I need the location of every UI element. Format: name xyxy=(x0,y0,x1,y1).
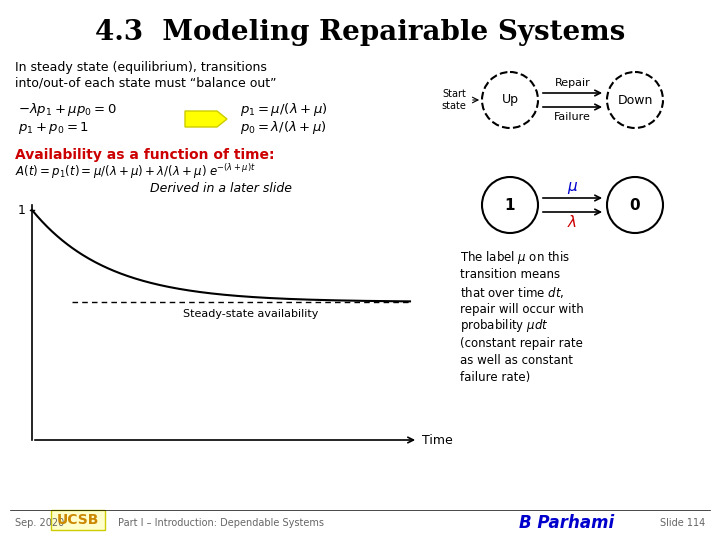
Text: Derived in a later slide: Derived in a later slide xyxy=(150,181,292,194)
Text: $A(t) = p_1(t) = \mu/(\lambda + \mu) + \lambda/(\lambda + \mu)\; e^{-(\lambda+\m: $A(t) = p_1(t) = \mu/(\lambda + \mu) + \… xyxy=(15,163,256,181)
Text: 0: 0 xyxy=(630,198,640,213)
Text: Steady-state availability: Steady-state availability xyxy=(184,309,319,319)
Text: In steady state (equilibrium), transitions: In steady state (equilibrium), transitio… xyxy=(15,62,267,75)
Text: $p_0 = \lambda/(\lambda + \mu)$: $p_0 = \lambda/(\lambda + \mu)$ xyxy=(240,119,327,137)
Circle shape xyxy=(607,72,663,128)
Text: $\lambda$: $\lambda$ xyxy=(567,214,577,230)
Text: failure rate): failure rate) xyxy=(460,370,530,383)
Circle shape xyxy=(482,177,538,233)
Text: 1: 1 xyxy=(18,204,26,217)
Text: (constant repair rate: (constant repair rate xyxy=(460,336,583,349)
Text: B Parhami: B Parhami xyxy=(519,514,615,532)
Text: UCSB: UCSB xyxy=(57,513,99,527)
Text: 1: 1 xyxy=(505,198,516,213)
Text: Availability as a function of time:: Availability as a function of time: xyxy=(15,148,274,162)
FancyBboxPatch shape xyxy=(51,510,105,530)
Text: $-\lambda p_1 + \mu p_0 = 0$: $-\lambda p_1 + \mu p_0 = 0$ xyxy=(18,102,117,118)
Text: transition means: transition means xyxy=(460,268,560,281)
Text: repair will occur with: repair will occur with xyxy=(460,302,584,315)
Text: probability $\mu dt$: probability $\mu dt$ xyxy=(460,318,549,334)
Text: that over time $dt$,: that over time $dt$, xyxy=(460,285,564,300)
Text: as well as constant: as well as constant xyxy=(460,354,573,367)
Text: Sep. 2020: Sep. 2020 xyxy=(15,518,64,528)
Text: Repair: Repair xyxy=(554,78,590,88)
Text: 4.3  Modeling Repairable Systems: 4.3 Modeling Repairable Systems xyxy=(95,18,625,45)
Text: The label $\mu$ on this: The label $\mu$ on this xyxy=(460,249,570,267)
Text: Failure: Failure xyxy=(554,112,591,122)
Text: Down: Down xyxy=(617,93,653,106)
Text: $\mu$: $\mu$ xyxy=(567,180,578,196)
Circle shape xyxy=(607,177,663,233)
FancyArrow shape xyxy=(185,111,227,127)
Text: into/out-of each state must “balance out”: into/out-of each state must “balance out… xyxy=(15,77,276,90)
Text: Start
state: Start state xyxy=(441,89,466,111)
Circle shape xyxy=(482,72,538,128)
Text: Time: Time xyxy=(422,434,453,447)
Text: Slide 114: Slide 114 xyxy=(660,518,706,528)
Text: Part I – Introduction: Dependable Systems: Part I – Introduction: Dependable System… xyxy=(118,518,324,528)
Text: $p_1 + p_0 = 1$: $p_1 + p_0 = 1$ xyxy=(18,120,89,136)
Text: Up: Up xyxy=(502,93,518,106)
Text: $p_1 = \mu/(\lambda + \mu)$: $p_1 = \mu/(\lambda + \mu)$ xyxy=(240,102,328,118)
